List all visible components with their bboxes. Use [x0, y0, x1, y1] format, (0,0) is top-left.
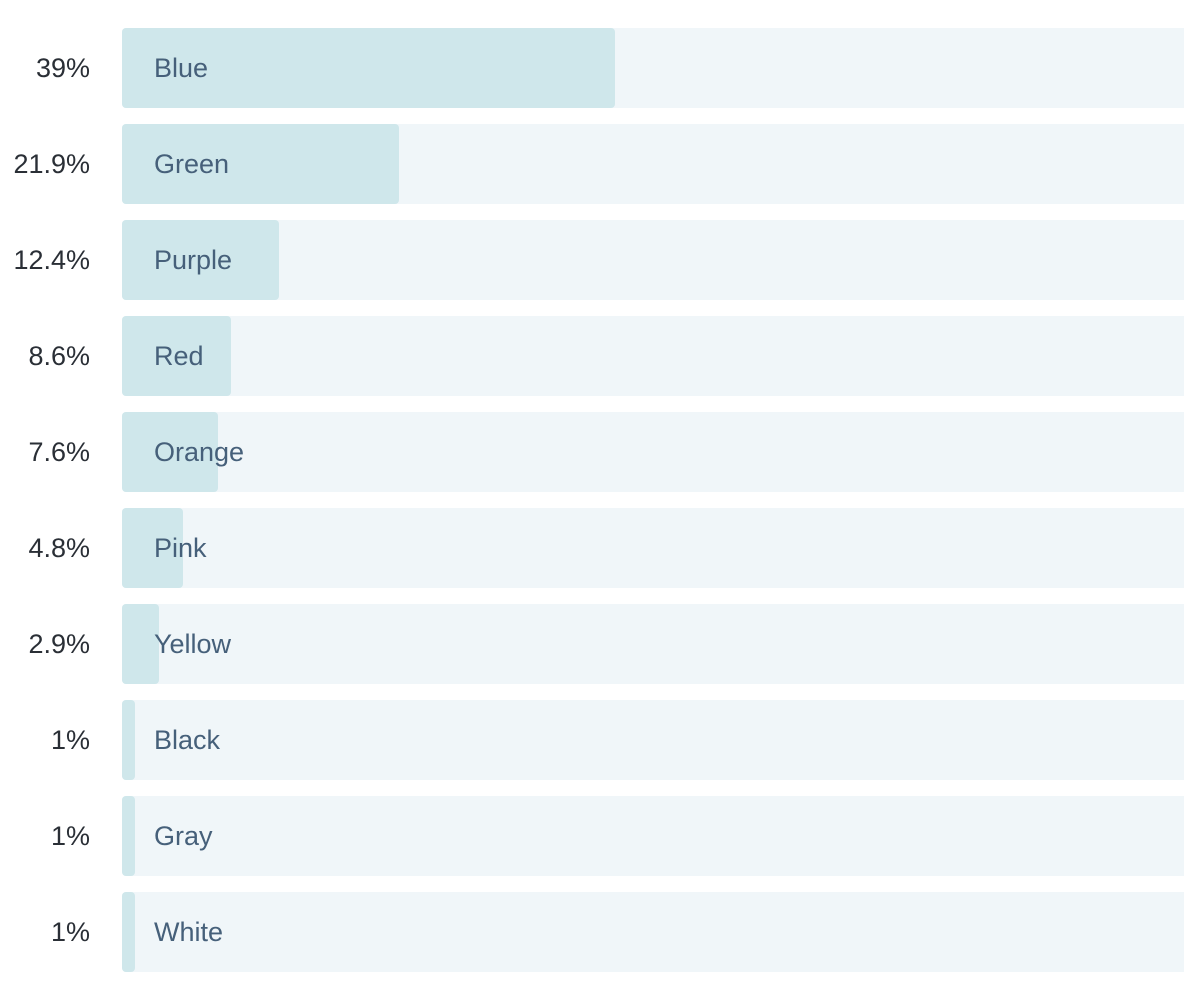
- bar-track: Purple: [122, 220, 1184, 300]
- percentage-label: 1%: [50, 917, 90, 947]
- bar-track: Red: [122, 316, 1184, 396]
- bar-fill: [122, 508, 183, 588]
- result-row: 7.6% Orange: [0, 412, 1184, 492]
- percentage-label: 2.9%: [28, 629, 90, 659]
- bar-fill: [122, 604, 159, 684]
- percentage-label: 4.8%: [28, 533, 90, 563]
- bar-track: Yellow: [122, 604, 1184, 684]
- percentage-label: 1%: [50, 821, 90, 851]
- bar-track: Blue: [122, 28, 1184, 108]
- bar-fill: [122, 700, 135, 780]
- option-label: White: [154, 917, 224, 947]
- poll-results-chart: 39% Blue 21.9% Green 12.4% Purple 8.6% Red 7.6% O…: [0, 28, 1184, 988]
- option-label: Purple: [154, 245, 233, 275]
- bar-track: Black: [122, 700, 1184, 780]
- option-label: Gray: [154, 821, 213, 851]
- bar-fill: [122, 28, 615, 108]
- option-label: Green: [154, 149, 230, 179]
- percentage-label: 12.4%: [13, 245, 90, 275]
- bar-track: Pink: [122, 508, 1184, 588]
- bar-fill: [122, 316, 231, 396]
- result-row: 21.9% Green: [0, 124, 1184, 204]
- result-row: 4.8% Pink: [0, 508, 1184, 588]
- option-label: Blue: [154, 53, 209, 83]
- bar-track: Orange: [122, 412, 1184, 492]
- option-label: Red: [154, 341, 204, 371]
- percentage-label: 39%: [35, 53, 90, 83]
- option-label: Yellow: [154, 629, 232, 659]
- bar-fill: [122, 412, 218, 492]
- percentage-label: 1%: [50, 725, 90, 755]
- option-label: Orange: [154, 437, 245, 467]
- result-row: 1% White: [0, 892, 1184, 972]
- result-row: 12.4% Purple: [0, 220, 1184, 300]
- result-row: 1% Black: [0, 700, 1184, 780]
- result-row: 1% Gray: [0, 796, 1184, 876]
- bar-fill: [122, 892, 135, 972]
- option-label: Pink: [154, 533, 207, 563]
- bar-track: Green: [122, 124, 1184, 204]
- bar-track: Gray: [122, 796, 1184, 876]
- percentage-label: 21.9%: [13, 149, 90, 179]
- bar-fill: [122, 124, 399, 204]
- bar-track: White: [122, 892, 1184, 972]
- result-row: 2.9% Yellow: [0, 604, 1184, 684]
- percentage-label: 7.6%: [28, 437, 90, 467]
- result-row: 39% Blue: [0, 28, 1184, 108]
- bar-fill: [122, 220, 279, 300]
- percentage-label: 8.6%: [28, 341, 90, 371]
- option-label: Black: [154, 725, 221, 755]
- bar-fill: [122, 796, 135, 876]
- result-row: 8.6% Red: [0, 316, 1184, 396]
